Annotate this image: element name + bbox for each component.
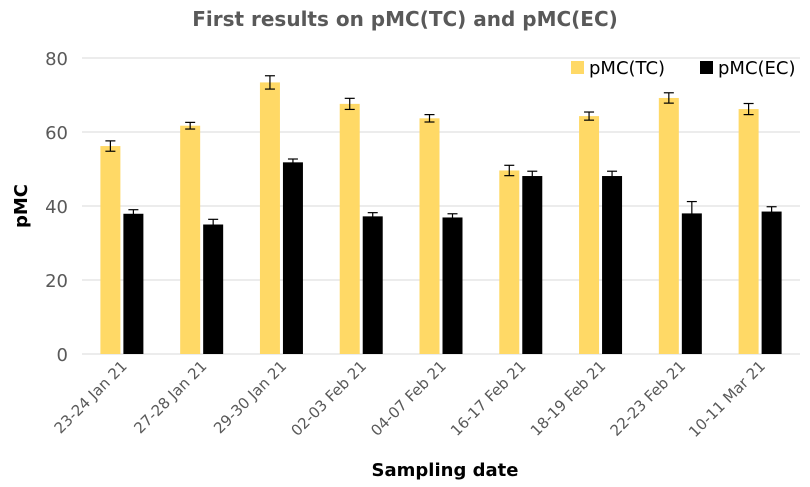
legend-swatch	[700, 61, 713, 74]
x-tick-label: 27-28 Jan 21	[130, 357, 210, 437]
y-axis-label: pMC	[11, 184, 32, 228]
y-axis-ticks: 0 20 40 60 80	[45, 49, 68, 366]
x-tick-label: 04-07 Feb 21	[367, 357, 450, 440]
bar-ec	[282, 162, 303, 354]
y-tick-label: 20	[45, 271, 68, 292]
legend-swatch	[571, 61, 584, 74]
error-bars-layer	[105, 75, 777, 231]
bars-layer	[100, 82, 782, 355]
bar-tc	[738, 109, 759, 354]
bar-ec	[681, 213, 702, 354]
grid-layer	[82, 57, 800, 355]
bar-tc	[419, 118, 440, 354]
x-tick-label: 10-11 Mar 21	[685, 357, 769, 441]
x-tick-label: 02-03 Feb 21	[287, 357, 370, 440]
legend-label: pMC(EC)	[718, 58, 796, 79]
bar-tc	[180, 125, 201, 355]
chart-title: First results on pMC(TC) and pMC(EC)	[192, 7, 618, 31]
y-tick-label: 80	[45, 49, 68, 70]
bar-tc	[579, 116, 600, 354]
legend: pMC(TC) pMC(EC)	[571, 58, 796, 79]
x-tick-label: 29-30 Jan 21	[210, 357, 290, 437]
bar-ec	[362, 216, 383, 354]
x-tick-label: 22-23 Feb 21	[607, 357, 690, 440]
bar-tc	[259, 82, 280, 355]
bar-tc	[499, 170, 520, 354]
x-tick-label: 23-24 Jan 21	[51, 357, 131, 437]
bar-ec	[442, 217, 463, 354]
bar-ec	[761, 211, 782, 354]
bar-ec	[203, 224, 224, 354]
x-axis-label: Sampling date	[372, 460, 519, 481]
bar-ec	[522, 176, 543, 354]
y-tick-label: 0	[57, 345, 68, 366]
bar-tc	[658, 97, 679, 355]
x-tick-label: 16-17 Feb 21	[447, 357, 530, 440]
y-tick-label: 40	[45, 197, 68, 218]
bar-ec	[123, 213, 144, 354]
y-tick-label: 60	[45, 123, 68, 144]
x-axis-ticks: 23-24 Jan 21 27-28 Jan 21 29-30 Jan 2102-0…	[51, 357, 769, 441]
x-tick-label: 18-19 Feb 21	[527, 357, 610, 440]
bar-tc	[339, 103, 360, 354]
legend-label: pMC(TC)	[589, 58, 665, 79]
bar-tc	[100, 146, 121, 354]
bar-ec	[602, 176, 623, 354]
